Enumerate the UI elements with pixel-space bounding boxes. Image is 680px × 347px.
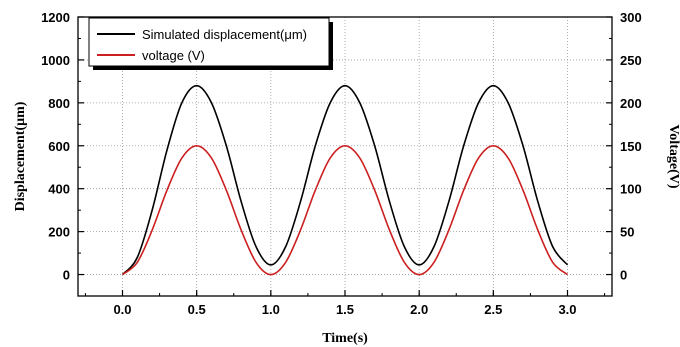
y-left-tick-label: 800 (48, 96, 70, 111)
y-left-tick-label: 1000 (41, 53, 70, 68)
x-axis-title: Time(s) (322, 331, 368, 346)
y-left-tick-label: 0 (63, 268, 70, 283)
x-tick-label: 0.0 (113, 302, 131, 317)
x-tick-label: 1.5 (336, 302, 354, 317)
x-tick-label: 3.0 (558, 302, 576, 317)
x-tick-label: 1.0 (262, 302, 280, 317)
y-right-tick-label: 50 (620, 225, 634, 240)
legend: Simulated displacement(μm) voltage (V) (88, 17, 333, 70)
legend-label-voltage: voltage (V) (142, 48, 205, 63)
y-right-tick-label: 250 (620, 53, 642, 68)
series-line-displacement (121, 84, 569, 276)
y-left-tick-label: 1200 (41, 10, 70, 25)
y-left-tick-label: 600 (48, 139, 70, 154)
y-right-tick-label: 300 (620, 10, 642, 25)
x-tick-label: 2.0 (410, 302, 428, 317)
y-right-tick-label: 200 (620, 96, 642, 111)
y-right-tick-label: 0 (620, 268, 627, 283)
y-left-tick-label: 200 (48, 225, 70, 240)
series-lines (121, 84, 569, 276)
legend-box (88, 17, 330, 67)
x-tick-label: 2.5 (484, 302, 502, 317)
y-axis-right-title: Voltage(V) (666, 124, 680, 188)
y-left-tick-label: 400 (48, 182, 70, 197)
y-right-tick-label: 100 (620, 182, 642, 197)
series-line-voltage (121, 144, 569, 276)
axis-ticks: 0.0 0.5 1.0 1.5 2.0 2.5 3.00200400600800100012… (41, 10, 642, 317)
x-tick-label: 0.5 (188, 302, 206, 317)
legend-label-displacement: Simulated displacement(μm) (142, 27, 307, 42)
y-right-tick-label: 150 (620, 139, 642, 154)
y-axis-left-title: Displacement(μm) (13, 101, 28, 211)
